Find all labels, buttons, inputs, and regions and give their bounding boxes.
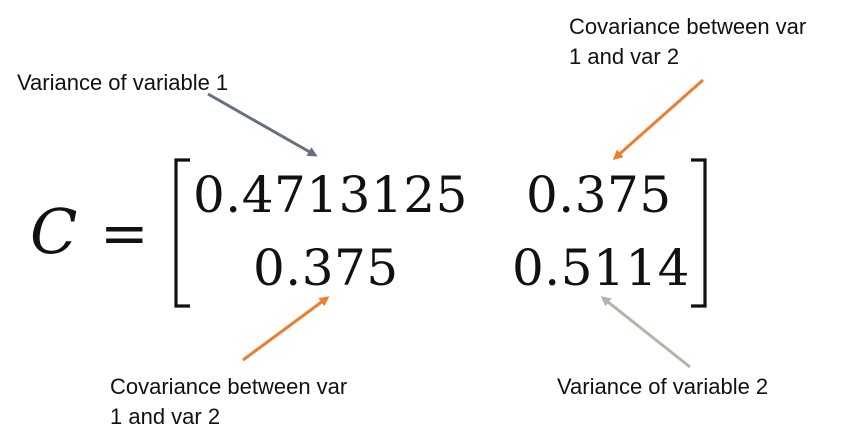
left-bracket — [174, 158, 190, 308]
label-covariance-top-line-2: 1 and var 2 — [569, 44, 680, 69]
right-bracket — [691, 158, 707, 308]
label-covariance-bottom-line-1: Covariance between var — [110, 374, 348, 399]
matrix-cell-r1c2: 0.375 — [526, 166, 672, 224]
arrow-to-covariance-top — [612, 78, 704, 160]
arrow-to-variance-2 — [600, 296, 691, 369]
label-covariance-bottom-line-2: 1 and var 2 — [110, 404, 221, 429]
label-variance-variable-1: Variance of variable 1 — [17, 70, 229, 95]
label-covariance-top-line-1: Covariance between var — [569, 14, 807, 39]
matrix-cell-r2c1: 0.375 — [253, 239, 399, 297]
label-variance-variable-2: Variance of variable 2 — [557, 374, 769, 399]
matrix-symbol-c: C — [30, 195, 78, 268]
equals-sign: = — [100, 199, 149, 267]
arrow-to-covariance-bottom — [242, 296, 330, 362]
matrix-cell-r1c1: 0.4713125 — [193, 166, 468, 224]
matrix-cell-r2c2: 0.5114 — [512, 239, 690, 297]
arrow-to-variance-1 — [207, 92, 318, 157]
